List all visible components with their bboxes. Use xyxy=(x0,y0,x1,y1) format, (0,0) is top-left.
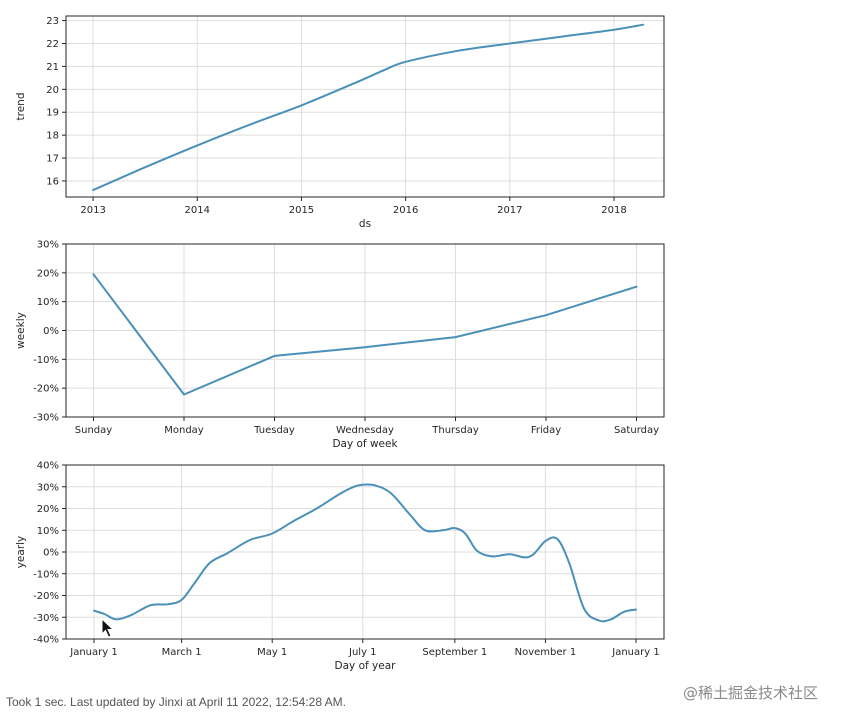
y-tick-label: -20% xyxy=(33,384,59,395)
y-tick-label: -30% xyxy=(33,613,59,624)
series-line xyxy=(93,483,637,623)
y-tick-label: 0% xyxy=(43,326,59,337)
x-axis-label: Day of year xyxy=(335,660,397,672)
y-tick-label: 22 xyxy=(46,39,59,50)
y-axis-label: yearly xyxy=(15,536,27,569)
series-line xyxy=(92,273,638,396)
trend-panel: 2013 2014 2015 2016 2017 2018 16 17 18 19 20 21 22 23… xyxy=(15,15,665,230)
x-tick-label: January 1 xyxy=(69,647,117,658)
y-axis-label: weekly xyxy=(15,312,27,349)
x-tick-label: 2014 xyxy=(185,205,210,216)
weekly-panel: Sunday Monday Tuesday Wednesday Thursday Frid… xyxy=(15,240,665,450)
y-tick-label: 20% xyxy=(37,268,59,279)
x-tick-label: July 1 xyxy=(348,647,377,658)
x-tick-label: 2016 xyxy=(393,205,418,216)
x-tick-label: Thursday xyxy=(431,425,479,436)
y-tick-label: -10% xyxy=(33,355,59,366)
y-tick-label: 40% xyxy=(37,461,59,472)
y-axis-label: trend xyxy=(15,93,27,121)
x-tick-label: May 1 xyxy=(257,647,287,658)
y-tick-label: 23 xyxy=(46,16,59,27)
x-axis-label: Day of week xyxy=(332,438,398,450)
y-tick-label: 20% xyxy=(37,504,59,515)
mouse-cursor-icon xyxy=(101,618,115,638)
y-tick-label: -40% xyxy=(33,635,59,646)
yearly-panel: January 1 March 1 May 1 July 1 September 1 No… xyxy=(15,461,665,672)
x-tick-label: Friday xyxy=(531,425,561,436)
y-tick-label: 16 xyxy=(46,176,59,187)
y-tick-label: 30% xyxy=(37,482,59,493)
x-tick-label: January 1 xyxy=(611,647,659,658)
x-tick-label: September 1 xyxy=(422,647,487,658)
plot-frame xyxy=(65,15,665,198)
y-tick-label: 19 xyxy=(46,108,59,119)
x-tick-label: March 1 xyxy=(162,647,202,658)
x-tick-label: Wednesday xyxy=(336,425,394,436)
y-tick-label: 21 xyxy=(46,62,59,73)
y-tick-label: 18 xyxy=(46,131,59,142)
y-tick-label: 17 xyxy=(46,154,59,165)
watermark: @稀土掘金技术社区 xyxy=(683,684,819,702)
y-tick-label: -30% xyxy=(33,413,59,424)
x-tick-label: Tuesday xyxy=(253,425,295,436)
y-tick-label: -10% xyxy=(33,569,59,580)
x-tick-label: Saturday xyxy=(614,425,659,436)
x-tick-label: 2017 xyxy=(497,205,522,216)
footer-status-text: Took 1 sec. Last updated by Jinxi at Apr… xyxy=(6,695,346,709)
x-tick-label: Sunday xyxy=(75,425,112,436)
x-tick-label: Monday xyxy=(164,425,204,436)
x-tick-label: 2018 xyxy=(601,205,626,216)
series-line xyxy=(92,23,645,192)
x-tick-label: 2013 xyxy=(80,205,105,216)
y-tick-label: 30% xyxy=(37,240,59,251)
x-axis-label: ds xyxy=(359,218,371,230)
x-tick-label: 2015 xyxy=(289,205,314,216)
y-tick-label: -20% xyxy=(33,591,59,602)
y-tick-label: 20 xyxy=(46,85,59,96)
x-tick-label: November 1 xyxy=(515,647,577,658)
y-tick-label: 0% xyxy=(43,548,59,559)
y-tick-label: 10% xyxy=(37,297,59,308)
y-tick-label: 10% xyxy=(37,526,59,537)
